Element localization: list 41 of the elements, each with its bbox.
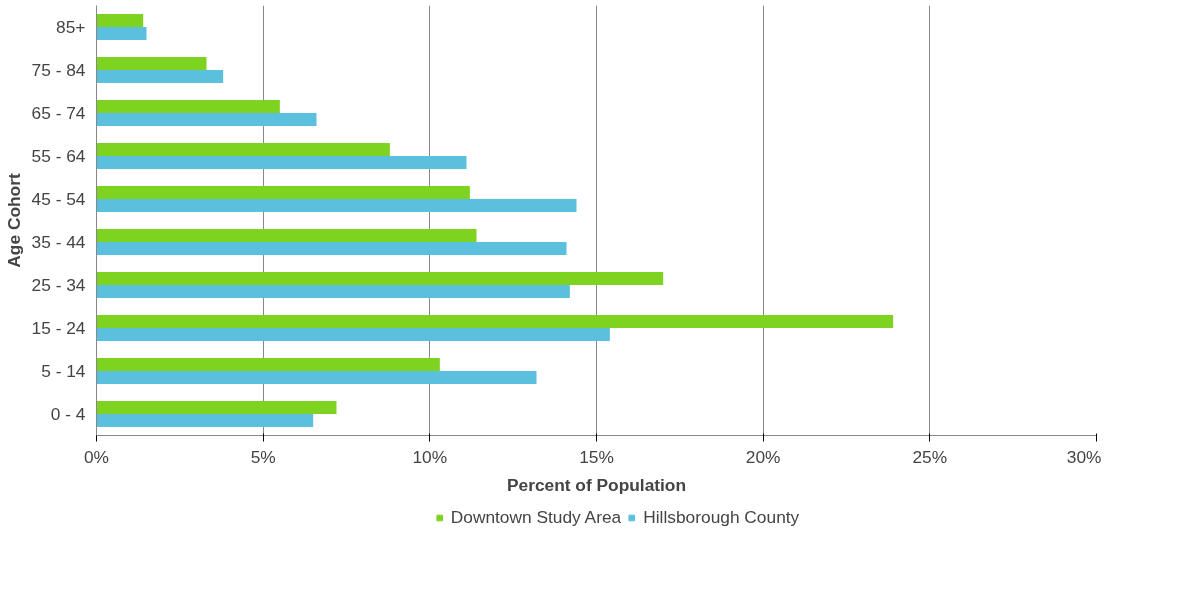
bar <box>96 272 664 285</box>
bar <box>96 143 390 156</box>
bar <box>96 401 337 414</box>
y-tick-label: 0 - 4 <box>50 404 86 424</box>
y-axis-title: Age Cohort <box>3 173 24 268</box>
y-tick-label: 65 - 74 <box>31 103 86 123</box>
x-tick-label: 15% <box>579 446 614 467</box>
bar <box>96 156 467 169</box>
y-tick-label: 55 - 64 <box>31 146 86 166</box>
bar <box>96 285 570 298</box>
bar <box>96 57 207 70</box>
bar <box>96 229 477 242</box>
bar <box>96 27 147 40</box>
legend-label: Hillsborough County <box>643 506 800 528</box>
x-tick-label: 20% <box>745 446 781 467</box>
bar <box>96 414 314 427</box>
x-tick-label: 10% <box>412 446 448 467</box>
bar <box>96 186 470 199</box>
legend-label: Downtown Study Area <box>450 506 622 528</box>
bar <box>96 14 144 27</box>
x-tick-label: 25% <box>912 446 948 467</box>
y-tick-label: 5 - 14 <box>41 361 86 381</box>
y-tick-label: 25 - 34 <box>31 275 86 295</box>
bar <box>96 242 567 255</box>
y-tick-label: 45 - 54 <box>31 189 86 209</box>
y-tick-label: 85+ <box>56 17 86 37</box>
bar <box>96 113 317 126</box>
bar <box>96 371 537 384</box>
y-tick-label: 15 - 24 <box>31 318 86 338</box>
bar <box>96 358 440 371</box>
bar <box>96 100 280 113</box>
y-tick-label: 75 - 84 <box>31 60 86 80</box>
x-tick-label: 30% <box>1066 446 1102 467</box>
bar <box>96 70 224 83</box>
bar <box>96 315 894 328</box>
x-tick-label: 5% <box>250 446 276 467</box>
x-tick-label: 0% <box>83 446 110 467</box>
x-axis-title: Percent of Population <box>506 474 687 495</box>
y-tick-label: 35 - 44 <box>31 232 86 252</box>
bar <box>96 328 610 341</box>
bar <box>96 199 577 212</box>
